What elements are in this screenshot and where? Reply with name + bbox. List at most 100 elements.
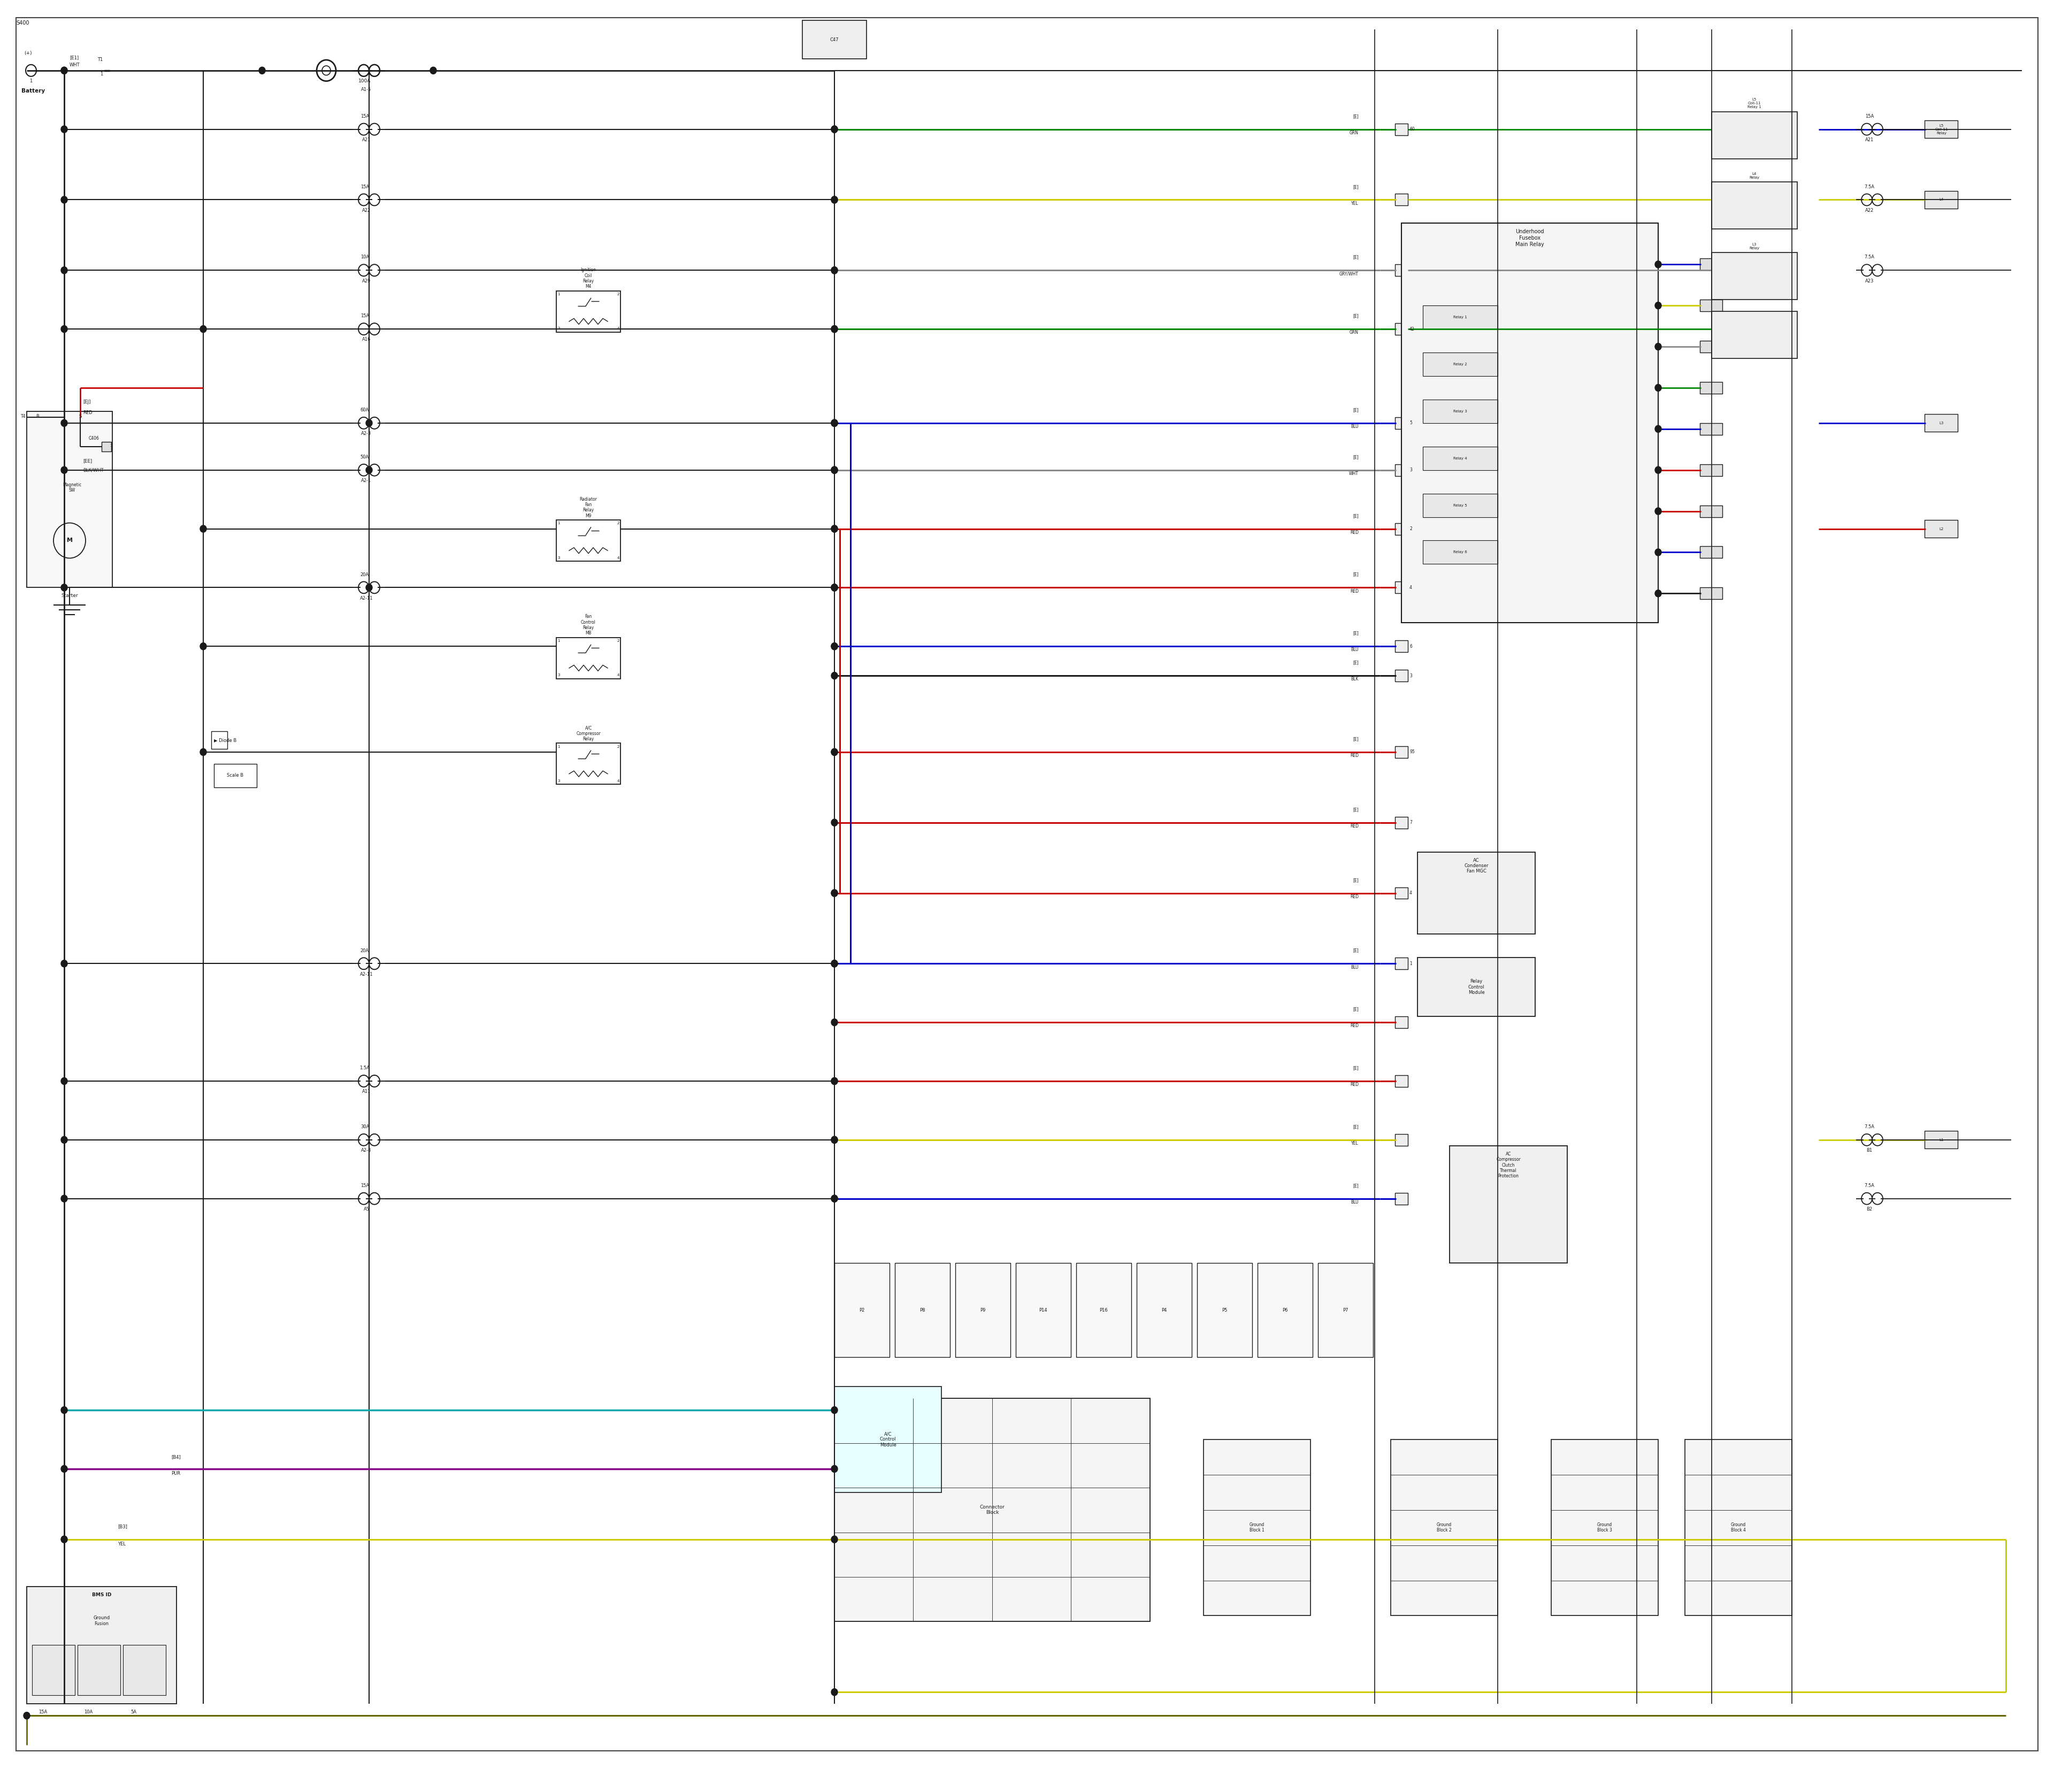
Text: Ground
Block 4: Ground Block 4 [1732, 1523, 1746, 1532]
Text: C47: C47 [830, 38, 838, 43]
Text: P14: P14 [1039, 1308, 1048, 1312]
Circle shape [62, 1407, 68, 1414]
Text: Underhood
Fusebox
Main Relay: Underhood Fusebox Main Relay [1516, 229, 1545, 247]
Bar [1257, 1263, 1313, 1357]
Text: 15A: 15A [359, 185, 370, 190]
Circle shape [832, 326, 838, 333]
Text: B: B [35, 414, 39, 419]
Text: A2-1: A2-1 [362, 478, 372, 484]
Circle shape [199, 525, 207, 532]
Circle shape [199, 749, 207, 756]
Text: T1: T1 [97, 57, 103, 63]
Text: RED: RED [1349, 1082, 1358, 1088]
Text: [E]: [E] [1354, 314, 1358, 319]
Text: [E]: [E] [1354, 1124, 1358, 1129]
Text: 60A: 60A [359, 407, 370, 412]
Bar [896, 1263, 949, 1357]
Bar [1925, 192, 1957, 208]
Bar [1423, 446, 1497, 470]
Text: B2: B2 [1867, 1206, 1873, 1211]
Text: Connector
Block: Connector Block [980, 1505, 1004, 1516]
Text: 1: 1 [557, 745, 561, 749]
Bar [1417, 957, 1534, 1016]
Bar [1711, 111, 1797, 159]
Text: 20A: 20A [359, 948, 370, 953]
Circle shape [832, 643, 838, 650]
Text: L5
Coil-11
Relay 1: L5 Coil-11 Relay 1 [1748, 99, 1762, 109]
Bar [1551, 1439, 1658, 1616]
Circle shape [832, 525, 838, 532]
Text: 1.5A: 1.5A [359, 1066, 370, 1070]
Text: [E]: [E] [1354, 185, 1358, 190]
Bar [1395, 670, 1407, 681]
Text: RED: RED [82, 410, 92, 416]
Bar [1701, 382, 1723, 394]
Circle shape [832, 1195, 838, 1202]
Text: P8: P8 [920, 1308, 924, 1312]
Text: BLU: BLU [1352, 425, 1358, 428]
Circle shape [62, 961, 68, 968]
Bar [557, 520, 620, 561]
Circle shape [832, 267, 838, 274]
Text: Relay 6: Relay 6 [1454, 550, 1467, 554]
Text: Ground
Block 1: Ground Block 1 [1249, 1523, 1265, 1532]
Text: 1: 1 [557, 521, 561, 525]
Circle shape [1656, 466, 1662, 473]
Text: Relay 1: Relay 1 [1454, 315, 1467, 319]
Text: L5
Coil-11
Relay: L5 Coil-11 Relay [1935, 124, 1949, 134]
Circle shape [832, 1536, 838, 1543]
Text: A/C
Compressor
Relay: A/C Compressor Relay [577, 726, 600, 742]
Text: 1: 1 [29, 79, 33, 84]
Circle shape [832, 749, 838, 756]
Bar [101, 443, 111, 452]
Text: A/C
Control
Module: A/C Control Module [879, 1432, 896, 1448]
Circle shape [199, 643, 207, 650]
Bar [1136, 1263, 1191, 1357]
Bar [1395, 418, 1407, 428]
Text: 1: 1 [557, 640, 561, 643]
Text: WHT: WHT [70, 63, 80, 68]
Text: 95: 95 [1409, 749, 1415, 754]
Text: Radiator
Fan
Relay
M9: Radiator Fan Relay M9 [579, 496, 598, 518]
Circle shape [832, 267, 838, 274]
Bar [1711, 312, 1797, 358]
Text: 3: 3 [557, 674, 561, 677]
Text: [E]: [E] [1354, 1007, 1358, 1012]
Bar [1395, 265, 1407, 276]
Text: P7: P7 [1343, 1308, 1347, 1312]
Text: BLU: BLU [1352, 1201, 1358, 1204]
Text: Relay 4: Relay 4 [1454, 457, 1467, 461]
Bar [1395, 1016, 1407, 1029]
Text: RED: RED [1349, 894, 1358, 900]
Text: 15A: 15A [359, 1183, 370, 1188]
Circle shape [832, 1136, 838, 1143]
Circle shape [832, 1020, 838, 1025]
Text: [E]: [E] [1354, 659, 1358, 665]
Text: [E]: [E] [1354, 572, 1358, 577]
Text: S400: S400 [16, 20, 29, 25]
Circle shape [832, 1688, 838, 1695]
Bar [123, 1645, 166, 1695]
Text: 15A: 15A [359, 115, 370, 118]
Circle shape [832, 889, 838, 896]
Circle shape [62, 1466, 68, 1473]
Text: 4: 4 [616, 674, 620, 677]
Text: [E]: [E] [1354, 737, 1358, 742]
Circle shape [832, 197, 838, 202]
Text: Relay 2: Relay 2 [1454, 362, 1467, 366]
Bar [1395, 640, 1407, 652]
Bar [1701, 547, 1723, 557]
Text: [E]: [E] [1354, 407, 1358, 412]
Circle shape [62, 466, 68, 473]
Text: L2: L2 [1939, 527, 1943, 530]
Text: L4
Relay: L4 Relay [1750, 172, 1760, 179]
Text: P16: P16 [1099, 1308, 1107, 1312]
Circle shape [832, 1195, 838, 1202]
Bar [78, 1645, 121, 1695]
Circle shape [1656, 590, 1662, 597]
Circle shape [832, 1136, 838, 1143]
Text: A2-11: A2-11 [359, 595, 374, 600]
Text: GRY/WHT: GRY/WHT [1339, 271, 1358, 276]
Text: 1: 1 [1409, 961, 1411, 966]
Text: A16: A16 [362, 337, 372, 342]
